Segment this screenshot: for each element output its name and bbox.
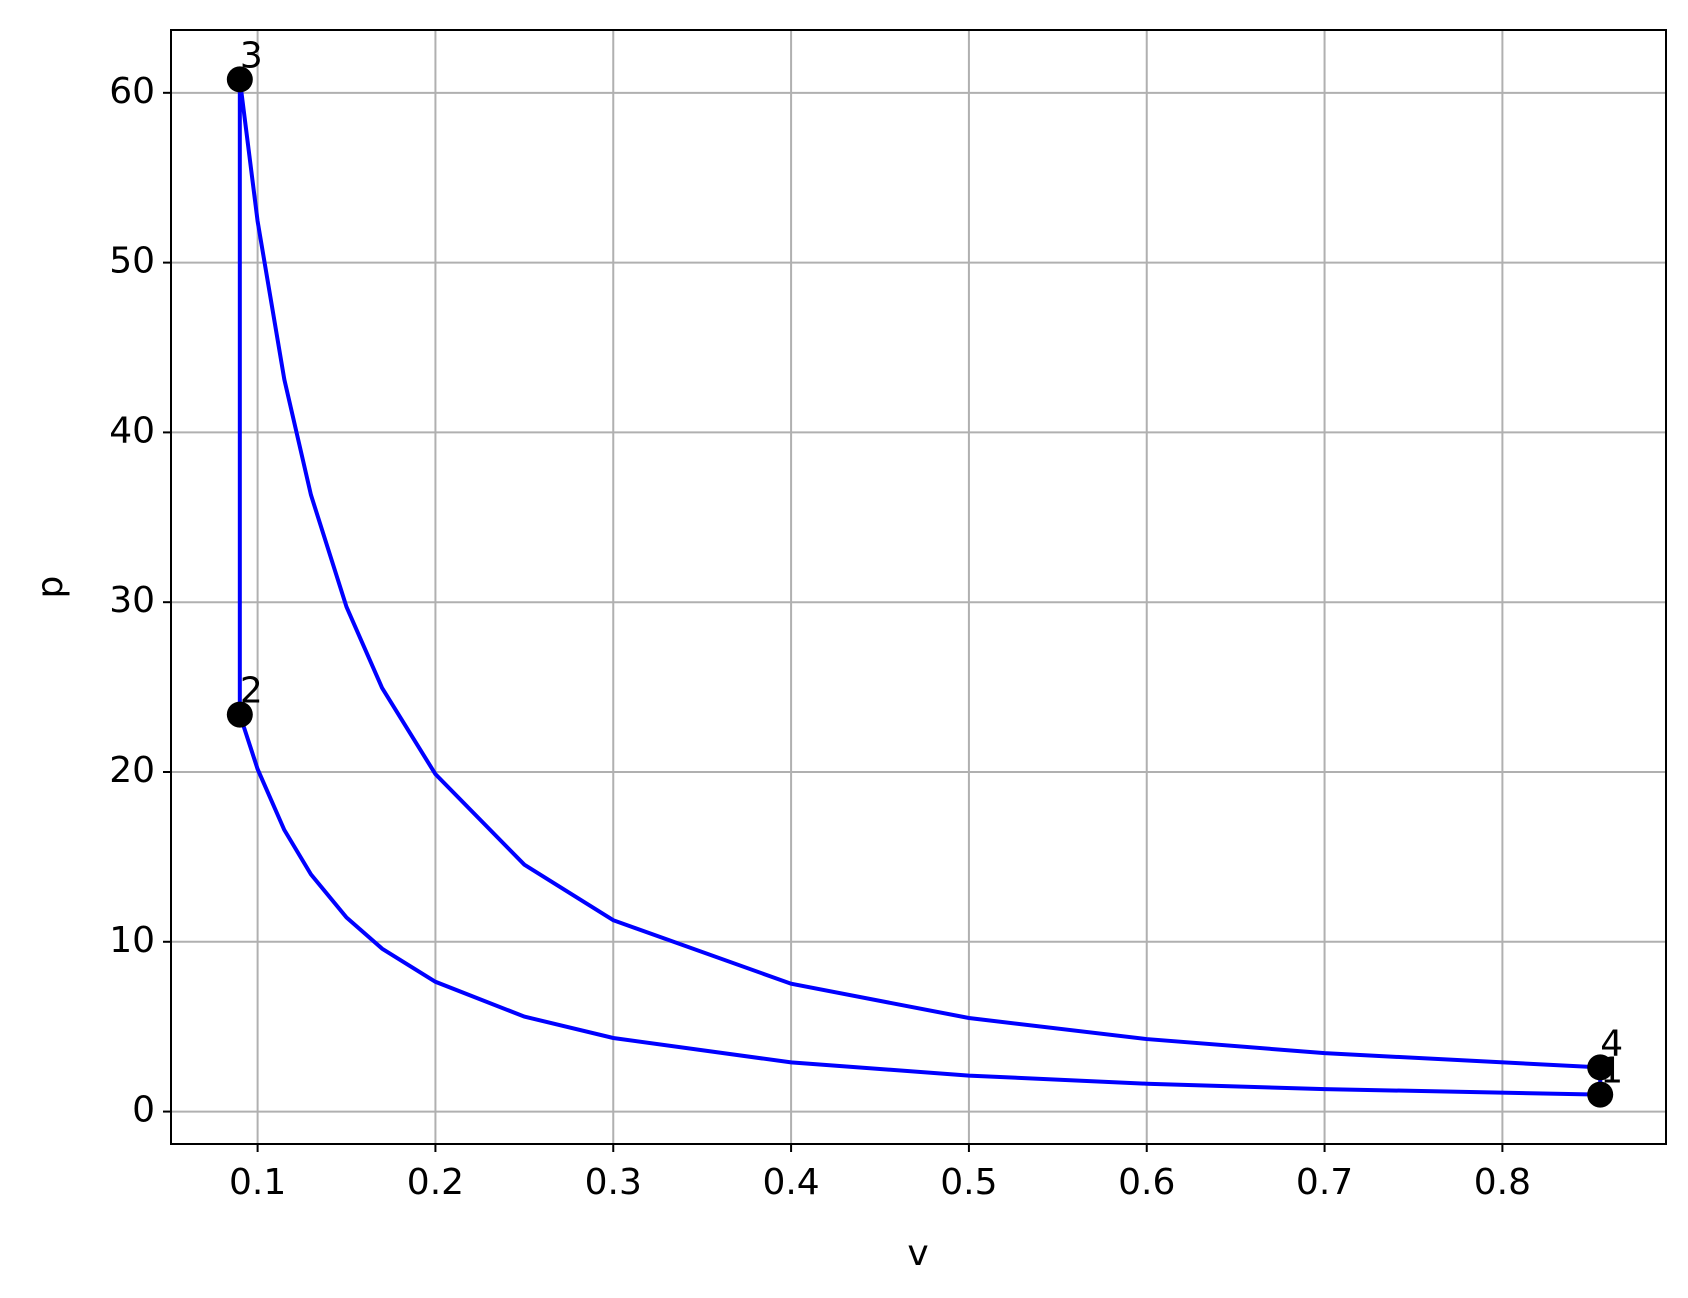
state-point [226,701,253,728]
x-tick-label: 0.3 [585,1162,642,1203]
state-point [226,66,253,93]
x-tick-label: 0.2 [407,1162,464,1203]
x-tick-label: 0.7 [1296,1162,1353,1203]
y-tick-label: 60 [109,71,155,112]
x-tick-label: 0.5 [940,1162,997,1203]
y-tick-label: 30 [109,580,155,621]
point-label: 2 [240,671,263,712]
x-tick-label: 0.8 [1474,1162,1531,1203]
x-tick-label: 0.4 [762,1162,819,1203]
x-axis-label: v [907,1233,928,1274]
y-tick-label: 10 [109,920,155,961]
point-label: 3 [240,35,263,76]
point-label: 4 [1600,1023,1623,1064]
state-point [1587,1054,1614,1081]
x-tick-label: 0.6 [1118,1162,1175,1203]
y-tick-label: 0 [132,1090,155,1131]
y-axis-label: p [30,576,71,599]
y-tick-label: 40 [109,410,155,451]
state-point [1587,1081,1614,1108]
y-tick-label: 50 [109,241,155,282]
plot-frame [170,29,1667,1145]
x-tick-label: 0.1 [229,1162,286,1203]
y-tick-label: 20 [109,750,155,791]
